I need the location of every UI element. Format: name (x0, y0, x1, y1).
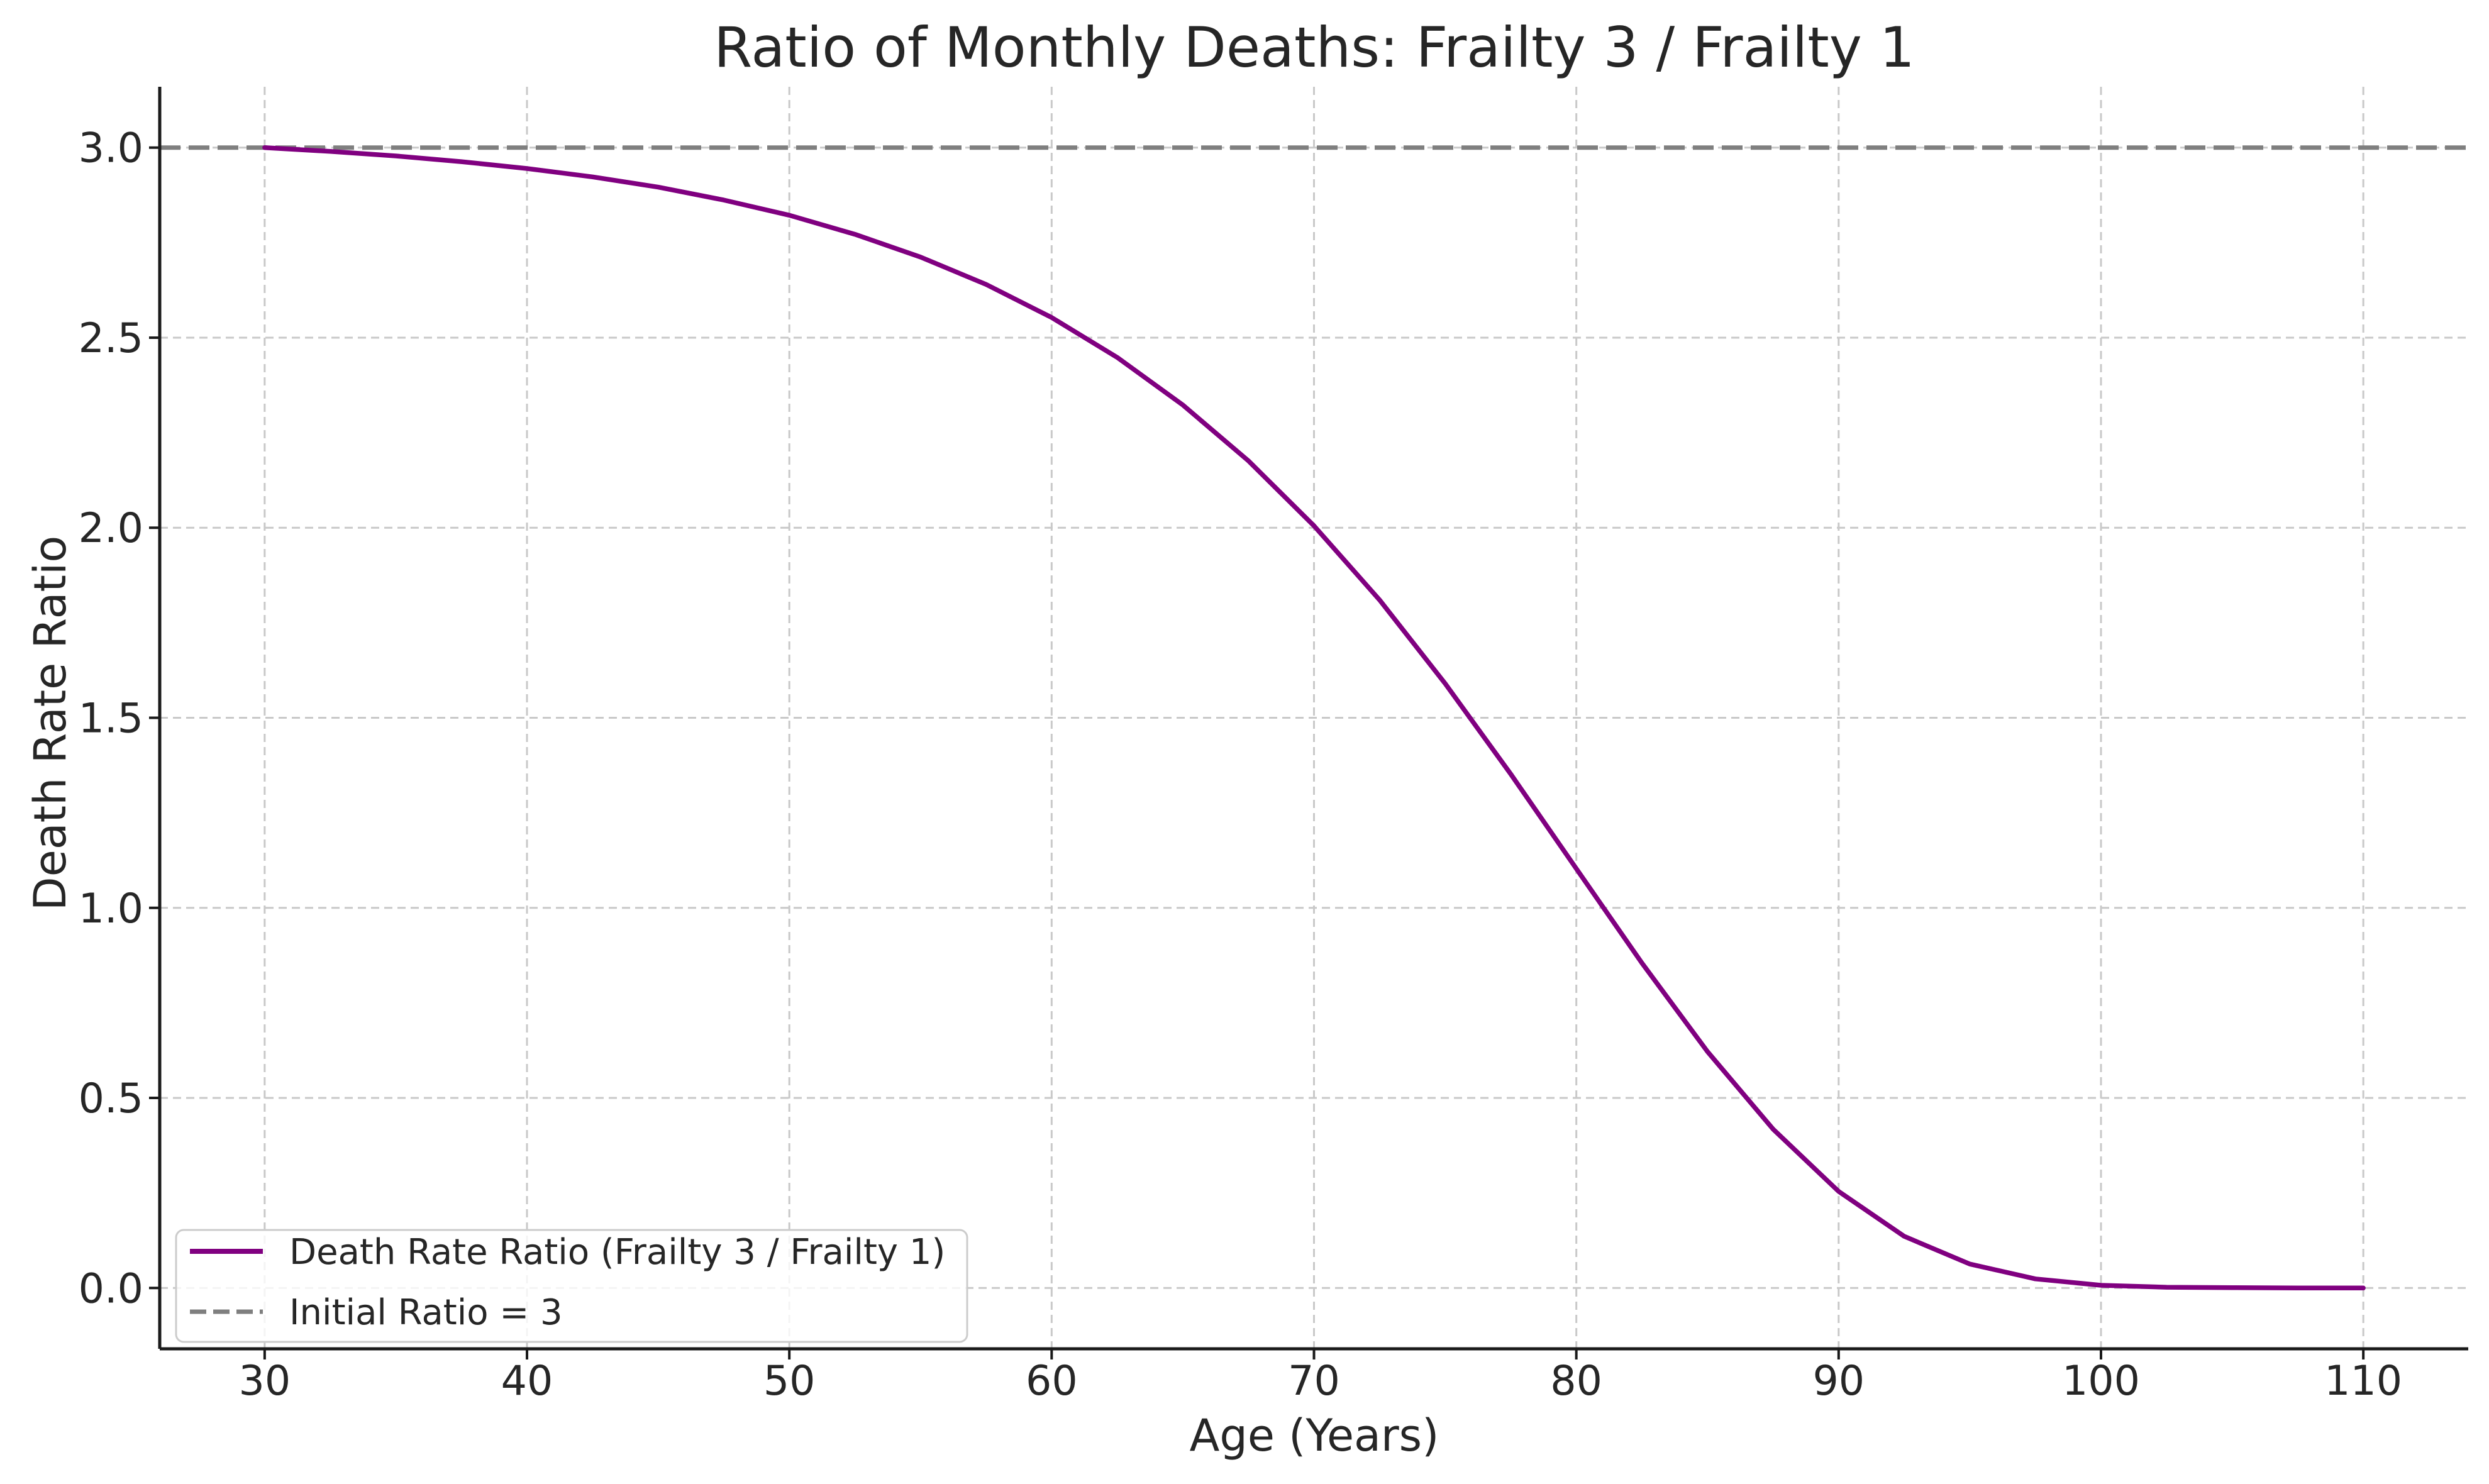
x-axis-label: Age (Years) (1190, 1410, 1439, 1461)
legend-entry-death-rate-ratio: Death Rate Ratio (Frailty 3 / Frailty 1) (190, 1232, 945, 1273)
death-rate-ratio-line (262, 145, 2366, 1291)
y-tick-label: 1.5 (79, 695, 143, 743)
legend-entry-initial-ratio: Initial Ratio = 3 (190, 1292, 563, 1333)
x-tick-label: 90 (1812, 1358, 1865, 1405)
x-tick-label: 70 (1288, 1358, 1340, 1405)
legend-label-death-rate-ratio: Death Rate Ratio (Frailty 3 / Frailty 1) (289, 1232, 945, 1273)
x-tick-label: 80 (1550, 1358, 1602, 1405)
gridlines (160, 87, 2468, 1349)
legend: Death Rate Ratio (Frailty 3 / Frailty 1)… (175, 1229, 968, 1343)
death-rate-ratio-curve (262, 145, 2366, 1291)
x-tick-label: 30 (239, 1358, 291, 1405)
y-tick-label: 0.0 (79, 1265, 143, 1312)
x-tick-label: 110 (2324, 1358, 2402, 1405)
x-tick-label: 50 (763, 1358, 816, 1405)
legend-box (175, 1229, 968, 1343)
y-tick-label: 3.0 (79, 125, 143, 172)
y-tick-label: 2.0 (79, 505, 143, 552)
y-tick-label: 2.5 (79, 315, 143, 362)
legend-label-initial-ratio: Initial Ratio = 3 (289, 1292, 563, 1333)
y-axis-label: Death Rate Ratio (25, 536, 76, 911)
chart-title: Ratio of Monthly Deaths: Frailty 3 / Fra… (714, 15, 1915, 80)
x-tick-label: 60 (1026, 1358, 1078, 1405)
x-tick-label: 40 (501, 1358, 553, 1405)
y-tick-label: 1.0 (79, 885, 143, 933)
axis-ticks-and-labels: 30 40 50 60 70 80 90 100 110 0.0 0.5 1.0 1.5 2.0 2.5 3.… (79, 125, 2403, 1405)
x-tick-label: 100 (2062, 1358, 2140, 1405)
y-tick-label: 0.5 (79, 1075, 143, 1122)
